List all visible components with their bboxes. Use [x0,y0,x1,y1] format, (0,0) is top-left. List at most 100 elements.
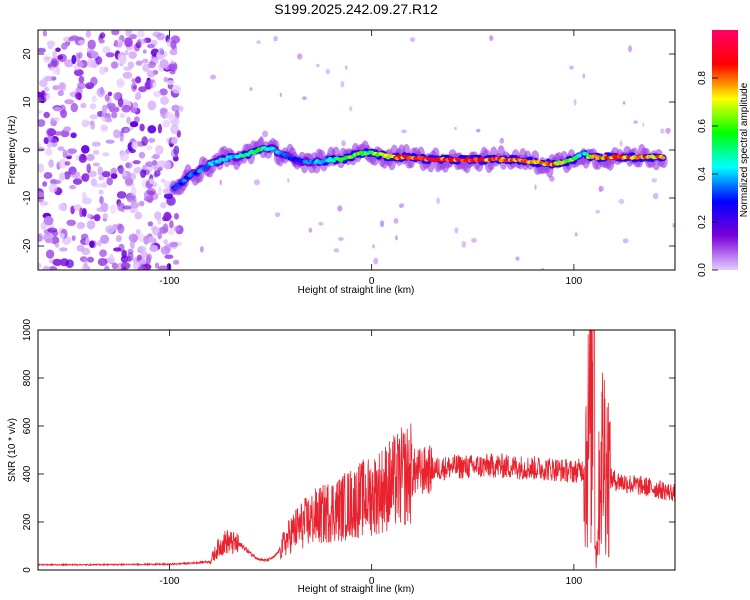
noise-blob [98,39,105,44]
noise-blob [102,46,111,55]
noise-blob [337,205,343,212]
noise-blob [139,200,145,207]
noise-blob [131,82,137,92]
noise-blob [113,247,122,252]
y-tick-label: 0 [22,567,33,573]
noise-blob [87,39,96,50]
noise-blob [138,233,144,242]
colorbar-tick-label: 0.4 [697,167,708,181]
noise-blob [91,141,101,147]
noise-blob [171,84,182,94]
noise-blob [156,160,167,169]
noise-blob [44,92,51,100]
noise-blob [48,266,58,270]
noise-blob [333,248,340,253]
noise-blob [97,240,102,247]
noise-blob [159,59,169,69]
noise-blob [75,92,82,100]
noise-blob [118,54,127,65]
noise-blob [48,183,58,193]
noise-blob [152,153,160,160]
noise-blob [154,262,160,269]
noise-blob [275,212,281,218]
noise-blob [122,205,132,210]
noise-blob [173,259,180,265]
noise-blob [262,130,269,138]
noise-blob [64,99,75,105]
noise-blob [50,57,60,68]
noise-blob [124,49,129,56]
noise-blob [344,65,348,70]
noise-blob [145,161,154,167]
y-tick-label: 200 [22,513,33,530]
noise-blob [47,128,57,137]
noise-blob [279,92,282,97]
noise-blob [99,66,106,75]
noise-blob [69,185,77,190]
noise-blob [111,30,120,36]
spectral-ridge [169,137,668,196]
noise-blob [67,148,77,154]
snr-ylabel: SNR (10 * v/v) [7,418,18,482]
noise-blob [219,179,222,186]
colorbar-label: Normalized spectral amplitude [739,82,750,217]
noise-blob [101,181,107,189]
noise-blob [318,221,324,226]
noise-blob [141,58,149,64]
noise-blob [61,42,68,50]
noise-blob [89,114,99,120]
noise-blob [164,243,172,253]
noise-blob [153,90,162,98]
noise-blob [76,221,85,230]
noise-blob [140,38,147,45]
noise-blob [436,197,440,205]
spectrogram-ylabel: Frequency (Hz) [7,116,18,185]
noise-blob [126,255,132,263]
noise-blob [157,123,162,134]
noise-blob [87,256,94,263]
noise-blob [124,128,129,133]
noise-blob [111,262,118,270]
noise-blob [157,232,162,240]
noise-blob [489,35,494,41]
colorbar-bar [712,30,738,270]
noise-blob [141,136,148,147]
noise-blob [90,178,98,187]
snr-xlabel: Height of straight line (km) [298,584,415,595]
noise-blob [105,225,116,234]
noise-blob [93,214,101,222]
noise-blob [104,118,113,123]
noise-blob [151,160,158,166]
noise-blob [622,238,629,244]
noise-blob [51,236,60,245]
colorbar-ticks: 0.0 0.2 0.4 0.6 0.8 [697,71,718,277]
noise-blob [569,65,574,70]
noise-blob [116,78,125,88]
noise-blob [137,265,146,270]
noise-blob [73,204,82,211]
noise-blob [55,47,61,53]
noise-blob [86,220,96,230]
noise-blob [97,258,108,266]
noise-blob [128,233,139,243]
noise-blob [86,153,95,162]
noise-blob [110,173,118,180]
noise-blob [170,39,177,50]
noise-blob [52,85,60,91]
colorbar-tick-label: 0.0 [697,263,708,277]
noise-blob [253,179,260,186]
y-tick-label: 800 [22,369,33,386]
noise-blob [146,145,153,150]
noise-blob [140,169,147,179]
noise-blob [672,223,675,228]
noise-blob [119,132,124,142]
x-tick-label: 0 [369,576,375,587]
noise-blob [393,218,399,224]
noise-blob [101,171,111,178]
x-tick-label: 100 [566,576,583,587]
noise-blob [619,140,623,147]
noise-blob [618,198,625,204]
noise-blob [38,119,46,127]
noise-blob [125,30,132,37]
